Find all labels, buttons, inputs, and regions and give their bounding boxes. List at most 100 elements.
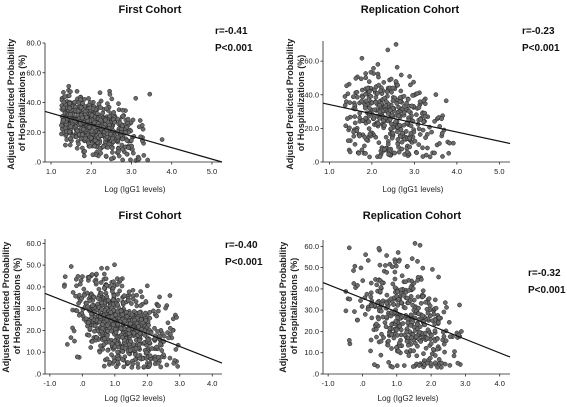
- data-point: [363, 71, 368, 76]
- data-point: [418, 339, 424, 344]
- data-point: [408, 323, 414, 328]
- data-point: [92, 143, 97, 149]
- data-point: [347, 296, 353, 302]
- y-tick-label: .0: [35, 370, 41, 379]
- data-point: [415, 343, 420, 349]
- data-point: [366, 79, 372, 84]
- axes: [42, 239, 223, 377]
- data-point: [94, 271, 99, 277]
- data-point: [100, 322, 105, 327]
- y-tick-label: 60.0: [304, 242, 319, 251]
- data-point: [437, 141, 442, 146]
- data-point: [105, 101, 110, 106]
- data-point: [82, 293, 87, 298]
- y-tick-label: .0: [35, 158, 41, 167]
- data-point: [372, 362, 377, 367]
- data-point: [92, 329, 97, 334]
- data-point: [362, 105, 368, 111]
- y-tick-label: 50.0: [26, 261, 41, 270]
- data-point: [147, 91, 153, 97]
- data-point: [98, 150, 104, 156]
- y-tick-label: 60.0: [304, 57, 319, 66]
- data-point: [147, 362, 153, 368]
- data-point: [404, 338, 410, 344]
- data-point: [119, 123, 125, 129]
- data-point: [343, 308, 349, 314]
- data-point: [66, 83, 72, 89]
- data-point: [360, 118, 366, 123]
- data-point: [132, 317, 137, 323]
- data-point: [396, 340, 402, 346]
- data-point: [416, 126, 422, 132]
- data-point: [411, 297, 417, 303]
- x-tick-label: 3.0: [460, 379, 470, 388]
- tick-labels: -1.0.0 1.0 2.0 3.0 4.0.010.020.030.040.050.0…: [26, 239, 217, 388]
- data-point: [363, 98, 369, 104]
- data-point: [386, 151, 392, 157]
- data-point: [426, 296, 432, 301]
- data-point: [93, 279, 99, 285]
- data-point: [147, 353, 153, 358]
- data-point: [376, 82, 382, 88]
- data-point: [83, 316, 89, 322]
- data-point: [119, 312, 125, 317]
- data-point: [136, 156, 142, 162]
- data-point: [92, 323, 98, 329]
- data-point: [87, 326, 93, 331]
- data-point: [74, 145, 80, 151]
- data-point: [79, 296, 85, 301]
- data-point: [167, 293, 173, 298]
- data-point: [427, 303, 433, 309]
- data-point: [385, 47, 391, 53]
- regression-line: [322, 281, 511, 358]
- y-tick-label: 40.0: [304, 284, 319, 293]
- data-point: [138, 289, 143, 294]
- data-point: [136, 342, 142, 348]
- data-point: [421, 351, 426, 356]
- data-point: [416, 311, 421, 317]
- y-tick-label: 30.0: [26, 304, 41, 313]
- data-point: [410, 319, 416, 325]
- data-point: [455, 360, 461, 366]
- data-point: [125, 298, 131, 303]
- data-point: [119, 283, 125, 289]
- data-point: [412, 241, 418, 246]
- y-axis-label-line1: Adjusted Predicted Probability: [278, 242, 288, 373]
- data-point: [68, 124, 74, 129]
- data-point: [441, 341, 447, 347]
- data-point: [425, 327, 431, 333]
- data-point: [105, 333, 110, 338]
- data-point: [130, 117, 136, 123]
- data-point: [430, 267, 435, 272]
- x-tick-label: 5.0: [494, 167, 504, 176]
- data-point: [154, 313, 159, 319]
- data-point: [436, 315, 442, 321]
- data-point: [377, 262, 383, 268]
- data-point: [377, 154, 383, 159]
- data-point: [377, 109, 383, 115]
- data-point: [395, 141, 401, 147]
- data-point: [374, 321, 379, 327]
- data-point: [368, 348, 373, 354]
- data-point: [391, 335, 397, 341]
- data-point: [105, 322, 110, 328]
- data-point: [399, 273, 405, 279]
- data-point: [156, 308, 161, 314]
- data-point: [390, 281, 396, 287]
- data-point: [408, 82, 413, 88]
- data-point: [373, 95, 379, 100]
- data-point: [360, 278, 366, 283]
- data-point: [110, 297, 116, 303]
- data-point: [358, 76, 364, 82]
- data-point: [143, 299, 149, 304]
- data-point: [392, 276, 398, 282]
- y-tick-label: 40.0: [26, 98, 41, 107]
- data-point: [389, 121, 394, 127]
- data-point: [145, 157, 150, 163]
- data-point: [395, 137, 401, 142]
- data-point: [389, 135, 395, 141]
- data-point: [103, 153, 109, 159]
- data-point: [133, 95, 139, 101]
- data-point: [400, 130, 405, 136]
- data-point: [65, 342, 70, 347]
